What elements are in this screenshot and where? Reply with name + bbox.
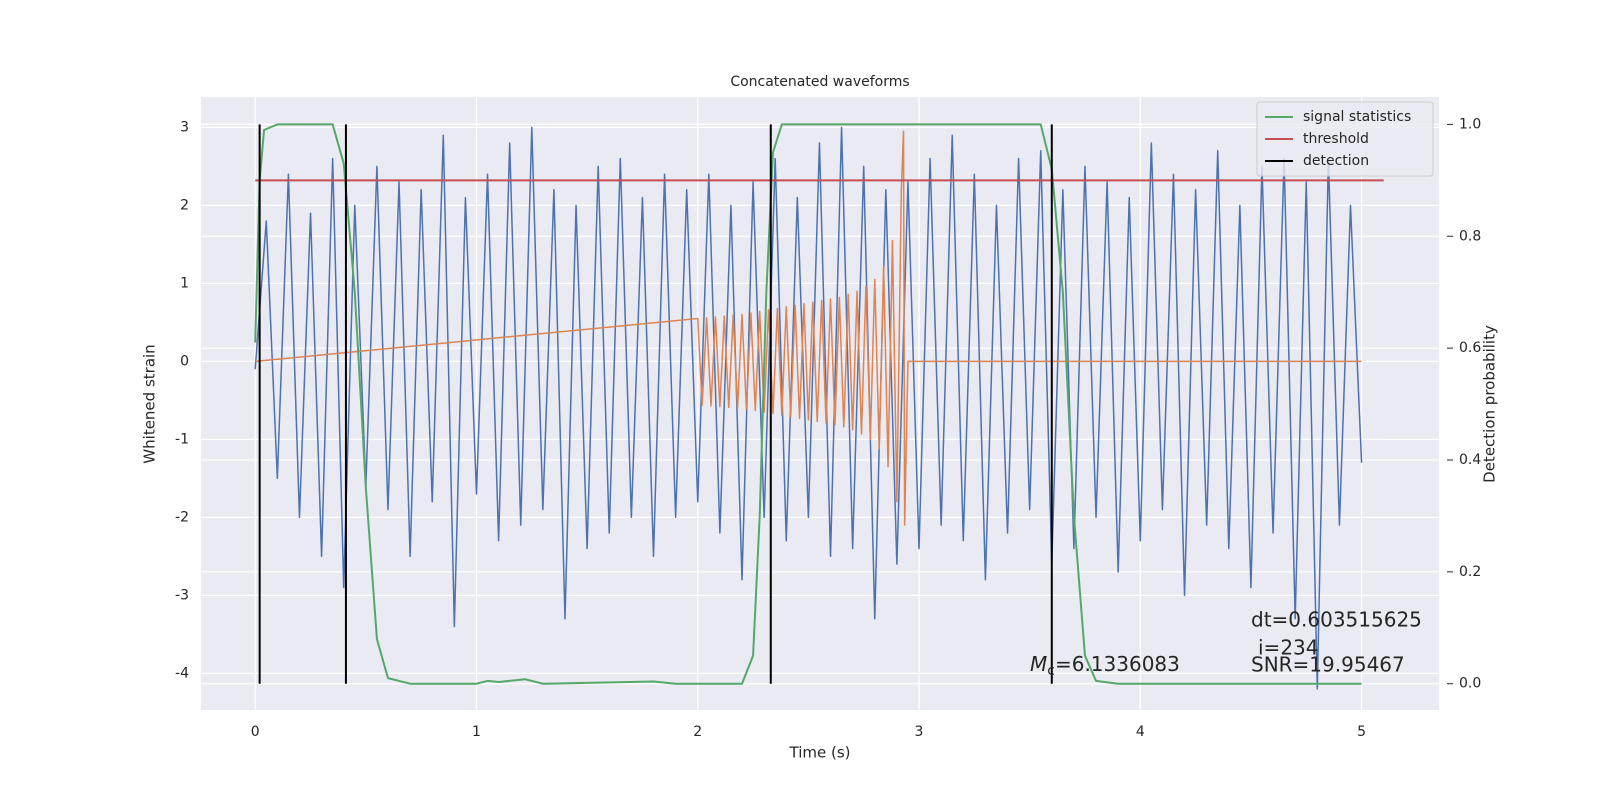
annotation-text: =6.1336083 [1055, 652, 1180, 676]
x-tick-label: 1 [472, 724, 481, 740]
chart-title: Concatenated waveforms [730, 74, 909, 90]
y-tick-label: 0 [180, 353, 189, 369]
annotation-symbol: M [1030, 652, 1047, 676]
marks [254, 123, 1384, 690]
axes: 0 1 2 3 4 5 -4 -3 -2 -1 0 1 2 3 0.0 0.2 0.4 0.6 0.8 1.0 [175, 116, 1481, 740]
legend-label: detection [1303, 153, 1369, 169]
annotation-subscript: c [1047, 663, 1055, 679]
plot-area [201, 97, 1439, 710]
y2-tick-label: 0.0 [1459, 676, 1481, 692]
y-tick-label: -4 [175, 665, 189, 681]
series-line [254, 126, 1363, 690]
y2-tick-label: 0.6 [1459, 340, 1481, 356]
x-tick-label: 2 [693, 724, 702, 740]
y-tick-label: -2 [175, 509, 189, 525]
y2-tick-label: 0.4 [1459, 452, 1481, 468]
annotation: dt=0.603515625 [1251, 608, 1422, 632]
y2-tick-label: 1.0 [1459, 116, 1481, 132]
y-tick-label: -3 [175, 587, 189, 603]
legend-label: threshold [1303, 131, 1369, 147]
legend-label: signal statistics [1303, 109, 1411, 125]
y-tick-label: 3 [180, 119, 189, 135]
annotation: i=234 [1258, 636, 1319, 660]
y-axis-label: Whitened strain [141, 344, 159, 463]
annotation: SNR=19.95467 [1251, 653, 1405, 677]
legend: signal statistics threshold detection [1256, 101, 1434, 177]
x-axis-label: Time (s) [789, 744, 851, 762]
annotation: Mc=6.1336083 [1030, 652, 1180, 680]
y2-axis-label: Detection probability [1481, 325, 1499, 483]
x-tick-label: 4 [1136, 724, 1145, 740]
legend-box [1256, 101, 1434, 177]
y2-tick-label: 0.8 [1459, 228, 1481, 244]
x-tick-label: 5 [1357, 724, 1366, 740]
y2-tick-label: 0.2 [1459, 564, 1481, 580]
series-line [255, 130, 1362, 526]
x-tick-label: 3 [915, 724, 924, 740]
y-tick-label: -1 [175, 431, 189, 447]
y-tick-label: 1 [180, 275, 189, 291]
x-tick-label: 0 [251, 724, 260, 740]
y-tick-label: 2 [180, 197, 189, 213]
